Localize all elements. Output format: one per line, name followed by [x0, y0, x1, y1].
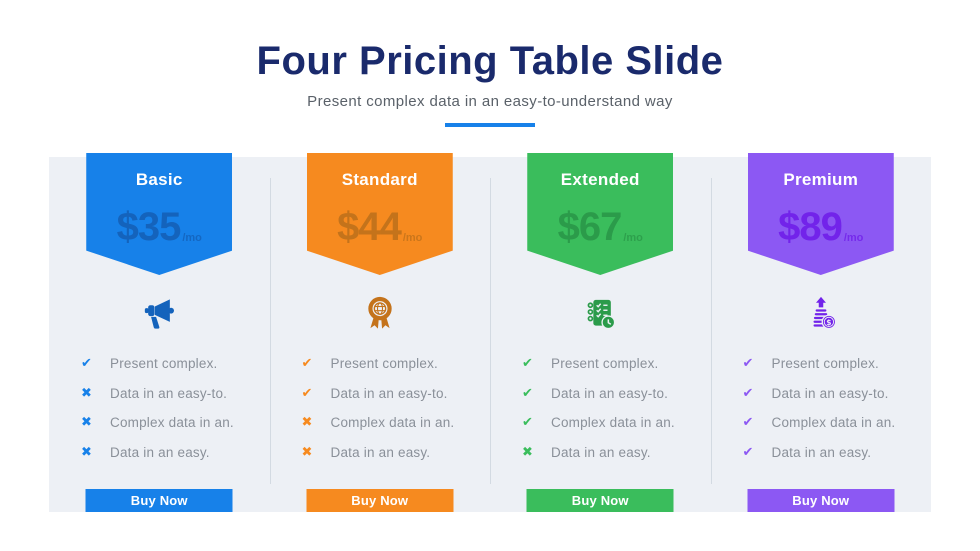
check-icon: ✔ — [301, 356, 313, 372]
cross-icon: ✖ — [81, 415, 92, 431]
check-icon: ✔ — [742, 444, 754, 460]
feature-label: Present complex. — [771, 356, 879, 372]
price-amount: $67 — [557, 205, 623, 249]
plan-name: Basic — [135, 170, 183, 189]
feature-label: Complex data in an. — [110, 415, 234, 431]
plan-name: Premium — [783, 170, 859, 189]
feature-label: Present complex. — [330, 356, 438, 372]
feature-label: Present complex. — [110, 356, 218, 372]
feature-row: ✔ Data in an easy-to. — [302, 379, 491, 409]
check-icon: ✔ — [742, 356, 754, 372]
plan-name: Extended — [560, 170, 640, 189]
pricing-column-extended: Extended $67 /mo — [490, 153, 711, 512]
feature-list: ✔ Present complex. ✖ Data in an easy-to.… — [49, 349, 270, 467]
pricing-column-basic: Basic $35 /mo ✔ Present complex. ✖ Dat — [49, 153, 270, 512]
feature-row: ✔ Present complex. — [743, 349, 932, 379]
check-icon: ✔ — [742, 385, 754, 401]
column-divider — [269, 178, 271, 484]
feature-row: ✔ Complex data in an. — [522, 408, 711, 438]
feature-row: ✔ Complex data in an. — [743, 408, 932, 438]
check-icon: ✔ — [81, 356, 92, 372]
price-amount: $89 — [778, 205, 843, 249]
page-title: Four Pricing Table Slide — [256, 39, 724, 83]
feature-list: ✔ Present complex. ✔ Data in an easy-to.… — [270, 349, 491, 467]
slide-header: Four Pricing Table Slide Present complex… — [0, 0, 980, 127]
feature-label: Data in an easy-to. — [110, 385, 228, 401]
feature-label: Complex data in an. — [330, 415, 455, 431]
feature-row: ✖ Complex data in an. — [81, 408, 270, 438]
price-period: /mo — [402, 232, 423, 244]
feature-row: ✔ Data in an easy-to. — [522, 379, 711, 409]
feature-label: Data in an easy-to. — [330, 385, 448, 401]
pricing-column-standard: Standard $44 /mo ✔ Present complex. — [270, 153, 491, 512]
feature-label: Data in an easy. — [551, 444, 651, 460]
feature-label: Data in an easy-to. — [551, 385, 669, 401]
feature-row: ✔ Present complex. — [302, 349, 491, 379]
feature-label: Data in an easy-to. — [771, 385, 889, 401]
feature-label: Present complex. — [551, 356, 659, 372]
plan-price: $35 /mo — [86, 207, 232, 247]
check-icon: ✔ — [522, 356, 533, 372]
check-icon: ✔ — [522, 415, 533, 431]
price-amount: $44 — [337, 205, 402, 249]
feature-list: ✔ Present complex. ✔ Data in an easy-to.… — [711, 349, 932, 467]
medal-globe-icon — [360, 293, 400, 335]
feature-row: ✔ Data in an easy-to. — [743, 379, 932, 409]
feature-row: ✔ Present complex. — [522, 349, 711, 379]
feature-row: ✔ Data in an easy. — [743, 438, 932, 468]
megaphone-icon — [139, 293, 179, 335]
title-accent-bar — [445, 123, 535, 127]
page-subtitle: Present complex data in an easy-to-under… — [307, 93, 673, 110]
check-icon: ✔ — [742, 415, 754, 431]
plan-price: $44 /mo — [307, 207, 453, 247]
plan-banner: Extended $67 /mo — [527, 153, 674, 275]
plan-banner: Standard $44 /mo — [306, 153, 453, 275]
feature-row: ✖ Data in an easy. — [81, 438, 270, 468]
feature-label: Complex data in an. — [771, 415, 896, 431]
feature-label: Data in an easy. — [110, 444, 210, 460]
feature-row: ✖ Complex data in an. — [302, 408, 491, 438]
pricing-column-premium: Premium $89 /mo $ ✔ Present compl — [711, 153, 932, 512]
feature-row: ✖ Data in an easy-to. — [81, 379, 270, 409]
feature-list: ✔ Present complex. ✔ Data in an easy-to.… — [490, 349, 711, 467]
buy-now-button[interactable]: Buy Now — [526, 489, 674, 512]
feature-row: ✖ Data in an easy. — [522, 438, 711, 468]
cross-icon: ✖ — [522, 444, 533, 460]
check-icon: ✔ — [301, 385, 313, 401]
pricing-panel: Basic $35 /mo ✔ Present complex. ✖ Dat — [49, 153, 932, 512]
coins-growth-icon: $ — [801, 293, 841, 335]
feature-row: ✔ Present complex. — [81, 349, 270, 379]
plan-price: $67 /mo — [527, 207, 673, 247]
column-divider — [710, 178, 712, 484]
feature-row: ✖ Data in an easy. — [302, 438, 491, 468]
cross-icon: ✖ — [301, 444, 313, 460]
plan-banner: Premium $89 /mo — [747, 153, 894, 275]
cross-icon: ✖ — [81, 385, 92, 401]
buy-now-button[interactable]: Buy Now — [747, 489, 895, 512]
feature-label: Complex data in an. — [551, 415, 675, 431]
price-amount: $35 — [116, 205, 182, 249]
check-icon: ✔ — [522, 385, 533, 401]
plan-banner: Basic $35 /mo — [86, 153, 233, 275]
plan-name: Standard — [341, 170, 418, 189]
plan-price: $89 /mo — [748, 207, 894, 247]
cross-icon: ✖ — [301, 415, 313, 431]
buy-now-button[interactable]: Buy Now — [85, 489, 233, 512]
price-period: /mo — [182, 232, 202, 244]
buy-now-button[interactable]: Buy Now — [306, 489, 454, 512]
feature-label: Data in an easy. — [330, 444, 431, 460]
price-period: /mo — [623, 232, 643, 244]
cross-icon: ✖ — [81, 444, 92, 460]
column-divider — [490, 178, 491, 484]
svg-text:$: $ — [826, 318, 831, 327]
checklist-clock-icon — [580, 293, 620, 335]
price-period: /mo — [843, 232, 864, 244]
feature-label: Data in an easy. — [771, 444, 872, 460]
